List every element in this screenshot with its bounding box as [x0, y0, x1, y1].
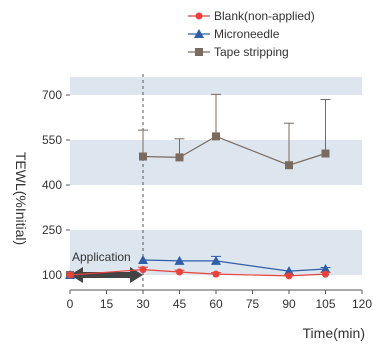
x-tick-label-15: 15 [100, 297, 114, 311]
legend-label-blank-non-applied: Blank(non-applied) [214, 9, 315, 23]
x-tick-label-45: 45 [173, 297, 187, 311]
band-1 [70, 140, 362, 185]
point-microneedle-45 [174, 255, 185, 265]
legend-marker-microneedle [194, 29, 204, 38]
series-blank-non-applied [66, 266, 331, 280]
point-blank-non-applied-90 [285, 272, 293, 280]
y-tick-label-700: 700 [42, 88, 62, 102]
y-axis-ticks: 100 250 400 550 700 [42, 88, 70, 282]
point-blank-non-applied-60 [212, 270, 220, 278]
y-tick-label-400: 400 [42, 178, 62, 192]
legend-label-tape-stripping: Tape stripping [214, 45, 289, 59]
point-tape-stripping-45 [175, 153, 184, 162]
point-blank-non-applied-105 [322, 270, 329, 278]
legend-marker-tape-stripping [195, 48, 203, 56]
application-label: Application [72, 250, 131, 264]
x-tick-label-75: 75 [246, 297, 260, 311]
x-tick-label-105: 105 [315, 297, 335, 311]
legend-label-microneedle: Microneedle [214, 27, 280, 41]
point-tape-stripping-60 [212, 132, 220, 141]
x-tick-label-90: 90 [282, 297, 296, 311]
background-bands [70, 77, 362, 275]
point-tape-stripping-105 [321, 149, 330, 158]
point-blank-non-applied-30 [139, 266, 147, 274]
point-blank-non-applied-45 [176, 268, 183, 276]
band-0 [70, 230, 362, 275]
y-tick-label-550: 550 [42, 133, 62, 147]
legend-marker-blank-non-applied [195, 12, 203, 20]
y-tick-label-250: 250 [42, 223, 62, 237]
point-blank-non-applied-0 [66, 271, 74, 279]
point-microneedle-105 [320, 264, 331, 273]
legend: Blank(non-applied) Microneedle Tape stripp… [188, 9, 315, 59]
application-arrow-head-right [130, 267, 143, 283]
x-tick-label-0: 0 [67, 297, 74, 311]
point-microneedle-60 [211, 255, 221, 265]
x-axis-ticks: 0 15 30 45 60 75 90 105 120 [67, 290, 372, 311]
point-microneedle-30 [138, 255, 148, 264]
x-tick-label-60: 60 [209, 297, 223, 311]
point-tape-stripping-90 [285, 161, 293, 170]
band-2 [70, 77, 362, 95]
y-tick-label-100: 100 [42, 268, 62, 282]
x-tick-label-120: 120 [352, 297, 372, 311]
series-line-blank-non-applied [69, 268, 326, 277]
y-axis-label: TEWL(%Initial) [13, 152, 29, 245]
x-axis-label: Time(min) [303, 325, 365, 341]
point-tape-stripping-30 [139, 152, 147, 161]
x-tick-label-30: 30 [136, 297, 150, 311]
point-microneedle-90 [284, 266, 294, 276]
series-layer [65, 93, 331, 280]
